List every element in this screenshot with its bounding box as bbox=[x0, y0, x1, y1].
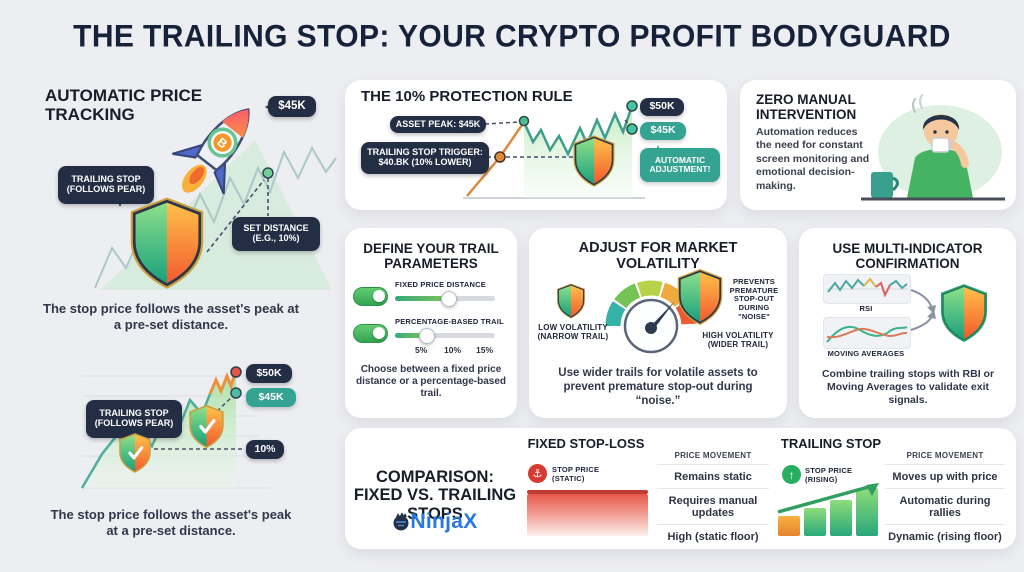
slider1-label: FIXED PRICE DISTANCE bbox=[395, 280, 486, 289]
slider2-label: PERCENTAGE-BASED TRAIL bbox=[395, 317, 504, 326]
fixed-movement-column: PRICE MOVEMENT Remains static Requires m… bbox=[657, 451, 769, 548]
rocket-price-badge: $45K bbox=[265, 96, 316, 117]
panel-zero-manual: ZERO MANUAL INTERVENTION Automation redu… bbox=[740, 80, 1016, 210]
trail-params-heading: DEFINE YOUR TRAIL PARAMETERS bbox=[363, 241, 499, 272]
fixed-stop-title: FIXED STOP-LOSS bbox=[527, 436, 645, 451]
low-volatility-label: LOW VOLATILITY (NARROW TRAIL) bbox=[537, 323, 609, 342]
shield-icon-low bbox=[557, 283, 585, 319]
relaxed-person-illustration bbox=[861, 94, 1005, 201]
auto-tracking-heading: AUTOMATIC PRICE TRACKING bbox=[45, 86, 203, 125]
auto-tracking-caption: The stop price follows the asset's peak … bbox=[43, 301, 299, 332]
chart-10pct-badge: 10% bbox=[246, 440, 284, 459]
panel-multi-indicator: USE MULTI-INDICATOR CONFIRMATION RSI MOV… bbox=[799, 228, 1016, 418]
high-volatility-label: HIGH VOLATILITY (WIDER TRAIL) bbox=[702, 331, 774, 350]
rising-bars-chart bbox=[777, 483, 879, 536]
trailing-stop-bubble: TRAILING STOP (FOLLOWS PEAR) bbox=[58, 166, 154, 207]
volatility-heading: ADJUST FOR MARKET VOLATILITY bbox=[578, 240, 738, 273]
follow-chart-caption: The stop price follows the asset's peak … bbox=[50, 507, 292, 538]
up-arrow-icon: ↑ bbox=[782, 465, 801, 484]
multi-indicator-heading: USE MULTI-INDICATOR CONFIRMATION bbox=[832, 241, 983, 272]
toggle-percentage-trail[interactable] bbox=[353, 324, 388, 343]
chart-50k-badge: $50K bbox=[246, 364, 292, 383]
trailing-movement-row: Moves up with price bbox=[892, 471, 998, 483]
toggle-fixed-price[interactable] bbox=[353, 287, 388, 306]
protection-50k-badge: $50K bbox=[640, 98, 684, 116]
stop-price-static-label: STOP PRICE (STATIC) bbox=[552, 465, 600, 483]
brand-logo: NinjaX bbox=[353, 510, 517, 534]
ninja-icon bbox=[393, 512, 409, 531]
slider-percentage-trail[interactable] bbox=[395, 328, 495, 344]
shield-icon-confirm bbox=[941, 284, 987, 342]
set-distance-badge: SET DISTANCE (E.G., 10%) bbox=[232, 217, 320, 251]
panel-volatility: ADJUST FOR MARKET VOLATILITY bbox=[529, 228, 787, 418]
tick-5pct: 5% bbox=[415, 345, 428, 355]
trailing-stop-bubble-2: TRAILING STOP (FOLLOWS PEAR) bbox=[86, 400, 182, 441]
fixed-movement-row: Requires manual updates bbox=[657, 488, 769, 524]
tick-10pct: 10% bbox=[444, 345, 462, 355]
comparison-heading: COMPARISON: FIXED VS. TRAILING STOPS bbox=[353, 468, 517, 523]
shield-check-icon-1 bbox=[119, 433, 151, 473]
shield-icon-main bbox=[130, 197, 204, 289]
fixed-movement-row: High (static floor) bbox=[657, 524, 769, 548]
protection-45k-badge: $45K bbox=[640, 122, 686, 140]
panel-trail-parameters: DEFINE YOUR TRAIL PARAMETERS FIXED PRICE… bbox=[345, 228, 517, 418]
page-title: THE TRAILING STOP: YOUR CRYPTO PROFIT BO… bbox=[73, 18, 951, 54]
trailing-movement-header: PRICE MOVEMENT bbox=[885, 451, 1005, 465]
protection-heading: THE 10% PROTECTION RULE bbox=[361, 88, 573, 105]
moving-averages-chart bbox=[823, 317, 911, 349]
stop-price-rising-label: STOP PRICE (RISING) bbox=[805, 466, 853, 484]
chart-45k-badge: $45K bbox=[246, 388, 296, 407]
fixed-movement-header: PRICE MOVEMENT bbox=[657, 451, 769, 465]
trail-params-caption: Choose between a fixed price distance or… bbox=[355, 364, 507, 400]
trailing-movement-column: PRICE MOVEMENT Moves up with price Autom… bbox=[885, 451, 1005, 548]
arrow-icons bbox=[910, 289, 936, 331]
shield-check-icon-2 bbox=[189, 405, 224, 448]
zero-manual-heading: ZERO MANUAL INTERVENTION bbox=[756, 92, 857, 123]
panel-comparison: COMPARISON: FIXED VS. TRAILING STOPS Nin… bbox=[345, 428, 1016, 549]
anchor-icon: ⚓ bbox=[528, 464, 547, 483]
slider-fixed-price[interactable] bbox=[395, 291, 495, 307]
asset-peak-badge: ASSET PEAK: $45K bbox=[390, 116, 486, 133]
trailing-stop-title: TRAILING STOP bbox=[780, 436, 882, 451]
shield-icon-protection bbox=[573, 135, 615, 187]
rsi-label: RSI bbox=[859, 304, 873, 313]
static-stop-visual bbox=[527, 490, 648, 536]
auto-adjustment-bubble: AUTOMATIC ADJUSTMENT! bbox=[640, 145, 720, 182]
moving-averages-label: MOVING AVERAGES bbox=[827, 349, 905, 358]
trailing-movement-row: Dynamic (rising floor) bbox=[885, 524, 1005, 548]
rocket-icon: B bbox=[172, 108, 250, 195]
trailing-movement-row: Automatic during rallies bbox=[885, 488, 1005, 524]
brand-name: NinjaX bbox=[410, 510, 478, 533]
rsi-chart bbox=[823, 274, 911, 304]
panel-protection-rule: THE 10% PROTECTION RULE ASSET PEAK: $45K… bbox=[345, 80, 727, 210]
volatility-caption: Use wider trails for volatile assets to … bbox=[558, 367, 758, 408]
trigger-badge: TRAILING STOP TRIGGER: $40.BK (10% LOWER… bbox=[361, 142, 489, 174]
shield-icon-high bbox=[677, 269, 723, 326]
tick-15pct: 15% bbox=[476, 345, 494, 355]
fixed-movement-row: Remains static bbox=[674, 471, 752, 483]
prevents-label: PREVENTS PREMATURE STOP-OUT DURING "NOIS… bbox=[729, 277, 779, 321]
zero-manual-body: Automation reduces the need for constant… bbox=[756, 126, 870, 192]
multi-indicator-caption: Combine trailing stops with RBI or Movin… bbox=[821, 368, 995, 406]
